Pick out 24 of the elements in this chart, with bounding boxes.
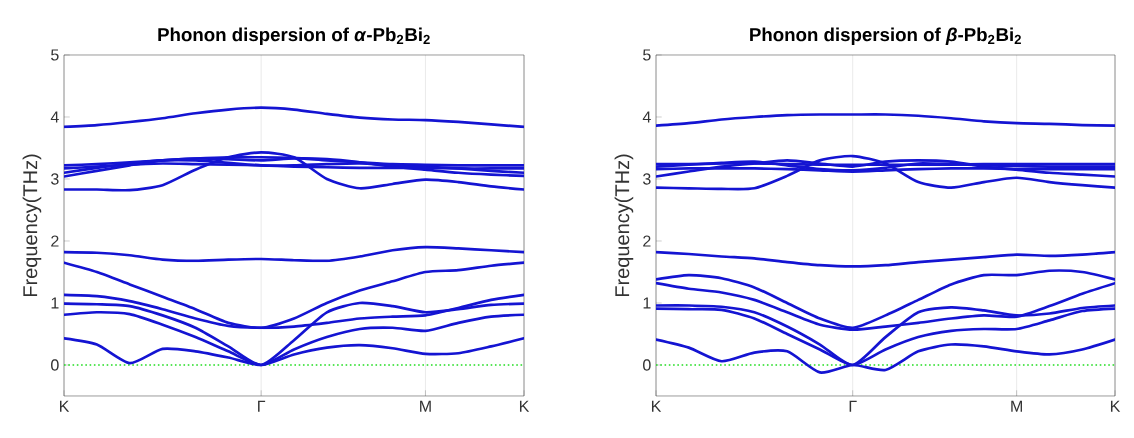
y-tick-label: 3 [51,173,59,185]
x-tick-label: K [60,400,70,412]
x-tick-label: M [1011,400,1022,412]
chart-title: Phonon dispersion of β-Pb$_{2}$Bi$_{2}$ [750,27,1021,45]
y-tick-label: 0 [51,359,59,371]
x-tick-label: Γ [258,400,266,412]
y-tick-label: 1 [51,297,59,309]
x-tick-label: K [519,400,530,412]
chart-title: Phonon dispersion of α-Pb$_{2}$Bi$_{2}$ [158,27,430,45]
x-tick-label: M [420,400,431,412]
x-tick-label: K [651,400,662,412]
x-tick-label: K [1110,400,1121,412]
y-tick-label: 2 [51,235,59,247]
y-tick-label: 2 [643,235,651,247]
y-tick-label: 3 [643,173,651,185]
y-tick-label: 1 [643,297,651,309]
y-tick-label: 5 [51,49,59,61]
x-tick-label: Γ [849,400,857,412]
y-tick-label: 5 [643,49,651,61]
y-axis-title: Frequency(THz) [22,154,42,297]
y-tick-label: 0 [643,359,651,371]
y-tick-label: 4 [50,111,59,123]
y-tick-label: 4 [642,111,651,123]
y-axis-title: Frequency(THz) [614,154,634,297]
